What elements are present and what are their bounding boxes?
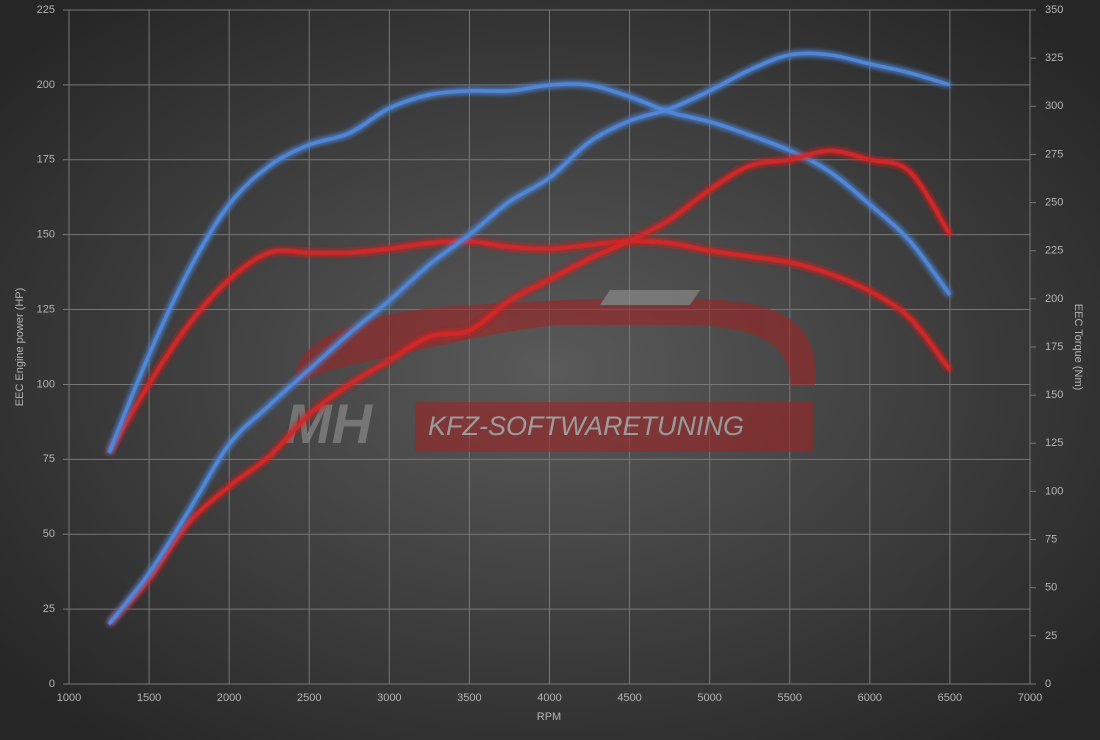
y2-tick-label: 0 [1045,678,1051,690]
y2-tick-label: 125 [1045,437,1063,449]
watermark: MH KFZ-SOFTWARETUNING [285,290,816,455]
x-tick-label: 3500 [457,692,481,704]
x-tick-label: 1000 [57,692,81,704]
y-tick-label: 125 [37,303,55,315]
y-tick-label: 50 [43,528,55,540]
y2-tick-label: 250 [1045,196,1063,208]
y2-axis-label: EEC Torque (Nm) [1072,304,1084,391]
y2-tick-label: 275 [1045,148,1063,160]
x-tick-label: 5000 [697,692,721,704]
watermark-car [294,297,816,385]
y2-tick-label: 225 [1045,245,1063,257]
y-tick-label: 225 [37,4,55,16]
x-tick-label: 3000 [377,692,401,704]
watermark-banner [415,402,813,452]
y2-tick-label: 200 [1045,293,1063,305]
y-tick-label: 25 [43,603,55,615]
x-tick-label: 1500 [137,692,161,704]
x-tick-label: 2000 [217,692,241,704]
series-line [107,51,951,626]
y2-tick-label: 350 [1045,4,1063,16]
x-tick-label: 4000 [537,692,561,704]
series-line [107,239,952,454]
series-line [107,149,952,626]
x-tick-label: 6000 [858,692,882,704]
y2-tick-label: 100 [1045,485,1063,497]
y-tick-label: 0 [49,678,55,690]
y2-tick-label: 75 [1045,533,1057,545]
series-line [107,82,952,454]
y-tick-label: 175 [37,154,55,166]
y2-tick-label: 300 [1045,100,1063,112]
watermark-car [600,290,700,305]
x-tick-label: 6500 [938,692,962,704]
y2-tick-label: 175 [1045,341,1063,353]
y-tick-label: 150 [37,229,55,241]
y2-tick-label: 150 [1045,389,1063,401]
y-axis-label: EEC Engine power (HP) [14,288,26,407]
x-tick-label: 4500 [617,692,641,704]
y2-tick-label: 325 [1045,52,1063,64]
y2-tick-label: 25 [1045,630,1057,642]
y2-tick-label: 50 [1045,582,1057,594]
x-tick-label: 5500 [778,692,802,704]
y-tick-label: 200 [37,79,55,91]
x-tick-label: 7000 [1018,692,1042,704]
y-tick-label: 75 [43,453,55,465]
watermark-text: KFZ-SOFTWARETUNING [428,411,744,441]
x-tick-label: 2500 [297,692,321,704]
x-axis-label: RPM [537,711,561,723]
y-tick-label: 100 [37,378,55,390]
